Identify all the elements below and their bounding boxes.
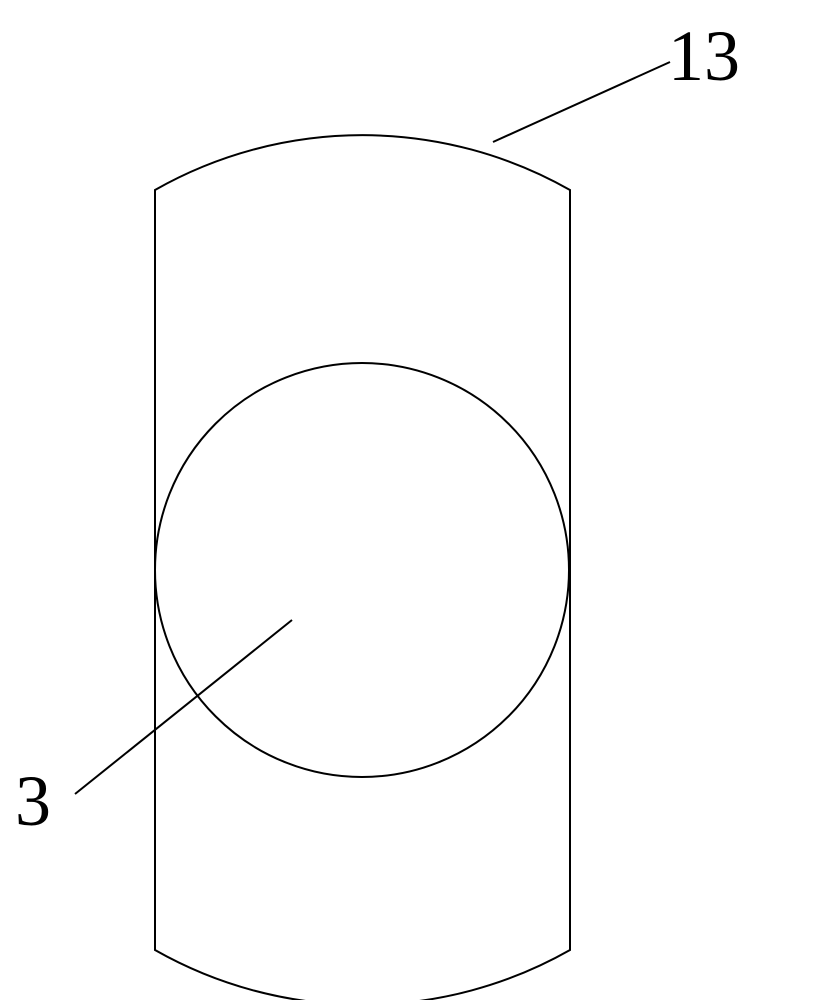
callout-label-13: 13 [668,15,740,98]
diagram-canvas [0,0,838,1000]
body-outline [155,135,570,1000]
leader-line-13 [493,62,670,142]
leader-line-3 [75,620,292,794]
callout-label-3: 3 [15,760,51,843]
inner-circle [155,363,569,777]
part-body [155,135,570,1000]
